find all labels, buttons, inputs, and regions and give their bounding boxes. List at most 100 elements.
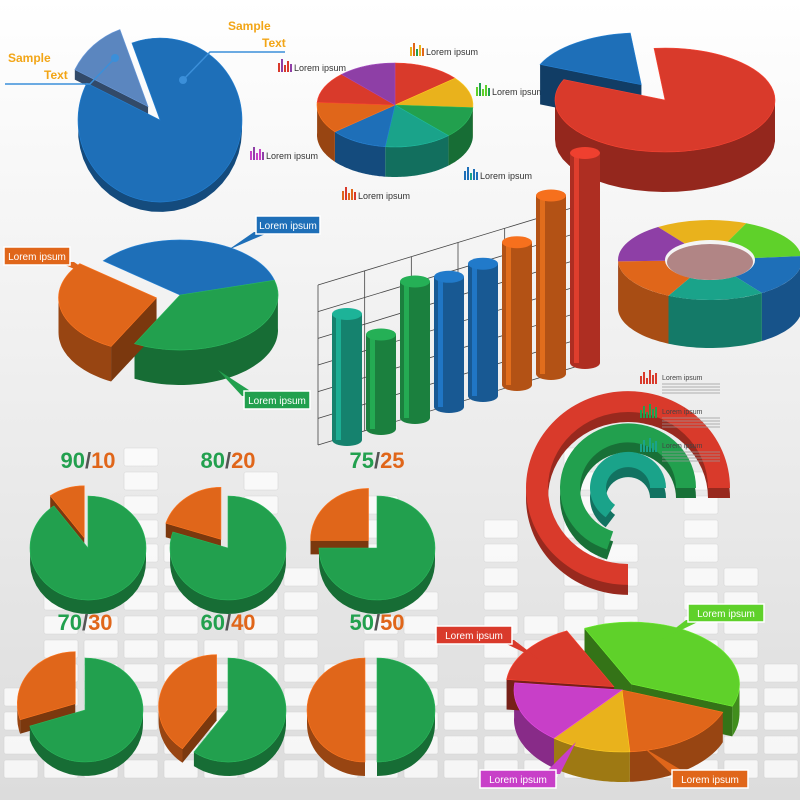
background-tile xyxy=(723,567,759,587)
sample-leader-left xyxy=(5,57,116,85)
callout-label: Lorem ipsum xyxy=(248,396,306,407)
split-pie-label: 75/25 xyxy=(349,448,404,473)
legend-item: Lorem ipsum xyxy=(476,83,544,97)
bar-chart xyxy=(317,147,600,446)
legend-swatch xyxy=(345,187,347,200)
background-tile xyxy=(443,687,479,707)
bar-top xyxy=(536,189,566,202)
ring-hole xyxy=(667,244,753,280)
background-tile xyxy=(403,615,439,635)
pie-slice xyxy=(49,485,85,539)
legend-item: Lorem ipsum xyxy=(278,59,346,73)
sample-dot-right xyxy=(179,76,187,84)
background-tile xyxy=(563,591,599,611)
bar-top xyxy=(434,270,464,283)
background-tile xyxy=(123,471,159,491)
pie-slice-side xyxy=(307,710,365,776)
pie-slice xyxy=(306,657,366,763)
legend-swatch xyxy=(259,149,261,160)
legend-swatch xyxy=(485,85,487,96)
pie-middle-left xyxy=(58,239,279,385)
pie-slice xyxy=(376,657,436,763)
background-tile xyxy=(763,759,799,779)
callout-orange-bottom: Lorem ipsum xyxy=(644,748,749,789)
callout-label: Lorem ipsum xyxy=(445,631,503,642)
ring-side xyxy=(761,268,800,341)
background-tile xyxy=(123,447,159,467)
split-pie xyxy=(165,486,287,614)
pie-slice-cut xyxy=(182,706,217,763)
legend-label: Lorem ipsum xyxy=(358,191,410,201)
chart-layer: Sample Text Sample Text Lorem ipsum Lorem ips… xyxy=(3,19,800,789)
pie-slice-side xyxy=(385,135,449,177)
callout-box xyxy=(255,215,321,235)
bar-highlight xyxy=(438,276,443,407)
background-tile xyxy=(483,711,519,731)
callout-label: Lorem ipsum xyxy=(489,775,547,786)
background-tile xyxy=(683,519,719,539)
background-tile xyxy=(243,471,279,491)
split-pie xyxy=(306,657,436,776)
background-tile xyxy=(3,759,39,779)
split-pie-label: 50/50 xyxy=(349,610,404,635)
callout-red: Lorem ipsum xyxy=(435,625,540,660)
background-tile xyxy=(483,591,519,611)
legend-swatch xyxy=(262,152,264,160)
split-pie-ratio: 60/40 xyxy=(200,610,255,635)
background-tile xyxy=(163,639,199,659)
background-tile xyxy=(283,591,319,611)
legend-swatch xyxy=(422,48,424,56)
background-tile xyxy=(363,615,399,635)
split-pie xyxy=(16,651,144,776)
legend-swatch xyxy=(652,375,654,384)
pie-slice-side xyxy=(30,547,147,614)
split-pie-ratio: 80/20 xyxy=(200,448,255,473)
background-tile xyxy=(443,735,479,755)
sample-text-right-line2: Text xyxy=(262,36,286,50)
pie-slice-side xyxy=(58,297,112,382)
legend-swatch xyxy=(278,63,280,72)
pie-slice xyxy=(165,486,222,540)
spiral-legend-item: Lorem ipsum xyxy=(640,404,720,428)
split-pie-ratio: 75/25 xyxy=(349,448,404,473)
legend-swatch xyxy=(348,193,350,200)
legend-swatch xyxy=(476,87,478,96)
legend-item: Lorem ipsum xyxy=(250,147,318,161)
callout-label: Lorem ipsum xyxy=(8,252,66,263)
pie-slice xyxy=(77,37,243,203)
pie-slice xyxy=(318,495,436,601)
pie-slice-side xyxy=(29,708,143,776)
sample-text-right: Sample xyxy=(228,19,271,33)
bar-highlight xyxy=(472,263,477,396)
pie-slice-side xyxy=(158,706,183,763)
callout-pointer xyxy=(218,370,258,396)
callout-box xyxy=(479,769,557,789)
split-pie-ratio: 50/50 xyxy=(349,610,404,635)
legend-label: Lorem ipsum xyxy=(480,171,532,181)
legend-swatch xyxy=(290,64,292,72)
callout-label: Lorem ipsum xyxy=(681,775,739,786)
pie-slice xyxy=(583,621,740,707)
background-tile xyxy=(123,615,159,635)
background-tile xyxy=(443,759,479,779)
callout-box xyxy=(435,625,513,645)
pie-slice xyxy=(513,682,623,739)
background-tile xyxy=(483,567,519,587)
legend-item: Lorem ipsum xyxy=(342,187,410,201)
pie-slice xyxy=(16,651,76,721)
background-tile xyxy=(203,639,239,659)
background-tile xyxy=(163,759,199,779)
legend-swatch xyxy=(467,167,469,180)
legend-swatch xyxy=(284,65,286,72)
legend-label: Lorem ipsum xyxy=(426,47,478,57)
legend-swatch xyxy=(351,189,353,200)
bar-highlight xyxy=(574,153,579,363)
split-pie xyxy=(158,654,287,776)
ring-segment xyxy=(727,223,800,259)
ring-segment xyxy=(618,226,685,262)
legend-swatch xyxy=(649,438,651,452)
background-tile xyxy=(763,687,799,707)
pie-slice xyxy=(340,62,396,106)
legend-swatch xyxy=(287,61,289,72)
